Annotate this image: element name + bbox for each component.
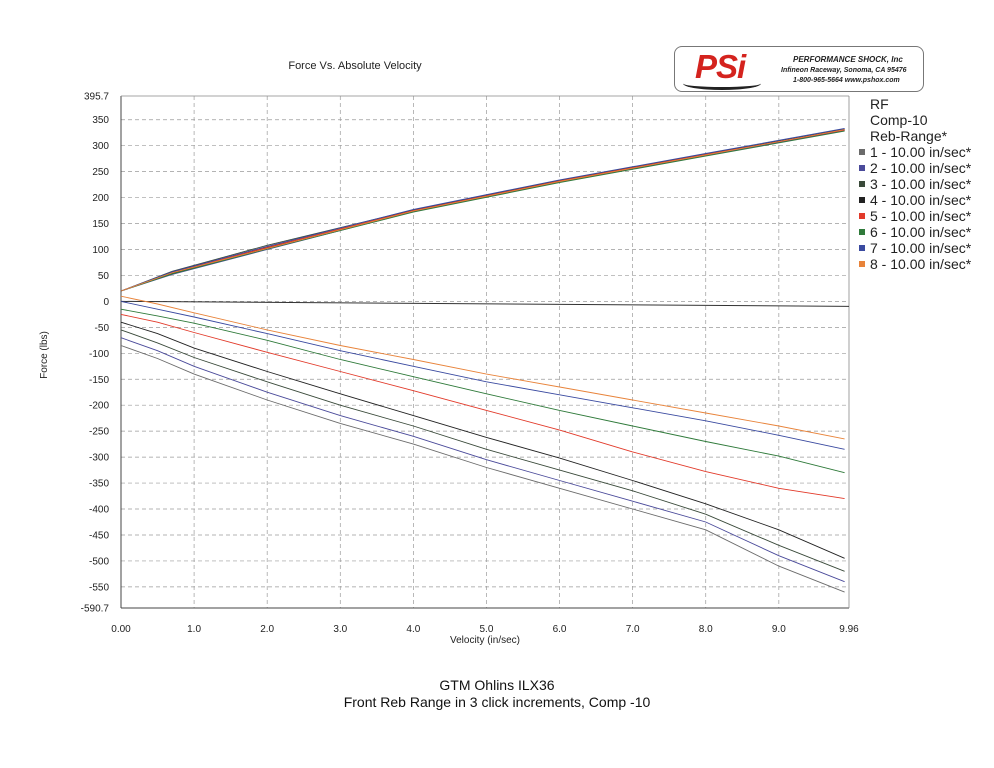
series-1-compression-line xyxy=(120,129,845,292)
x-tick-label: 0.00 xyxy=(111,624,131,635)
y-tick-label: 150 xyxy=(92,219,109,230)
y-tick-label: 300 xyxy=(92,141,109,152)
y-tick-label: -50 xyxy=(95,323,110,334)
legend-swatch xyxy=(859,181,865,187)
y-tick-label: 350 xyxy=(92,115,109,126)
legend-label: 8 - 10.00 in/sec* xyxy=(870,256,972,272)
y-axis-label: Force (lbs) xyxy=(39,331,50,379)
y-tick-label: 250 xyxy=(92,167,109,178)
logo-company-name: PERFORMANCE SHOCK, Inc xyxy=(793,55,903,64)
y-tick-label: 200 xyxy=(92,193,109,204)
series-5-compression-line xyxy=(120,129,845,292)
legend-label: 1 - 10.00 in/sec* xyxy=(870,144,972,160)
y-tick-label: -300 xyxy=(89,453,109,464)
axes: 395.7 350 300 250 200 150 100 50 0 -50 -100 -150 -20… xyxy=(81,92,860,636)
y-tick-label: -500 xyxy=(89,556,109,567)
legend-swatch xyxy=(859,149,865,155)
legend-swatch xyxy=(859,229,865,235)
x-tick-label: 8.0 xyxy=(699,624,713,635)
y-tick-label: -590.7 xyxy=(81,604,110,615)
x-tick-label: 5.0 xyxy=(480,624,494,635)
x-tick-label: 7.0 xyxy=(626,624,640,635)
y-tick-label: -400 xyxy=(89,505,109,516)
legend-item: 5 - 10.00 in/sec* xyxy=(858,208,990,224)
legend-label: 6 - 10.00 in/sec* xyxy=(870,224,972,240)
legend-title-line: Reb-Range* xyxy=(870,128,948,144)
logo-contact: 1-800-965-5664 www.pshox.com xyxy=(793,77,900,84)
x-axis-label: Velocity (in/sec) xyxy=(450,635,520,646)
series-6-compression-line xyxy=(120,130,845,292)
legend-item: 4 - 10.00 in/sec* xyxy=(858,192,990,208)
chart-title: Force Vs. Absolute Velocity xyxy=(288,60,422,72)
legend-title-line: Comp-10 xyxy=(870,112,928,128)
grid xyxy=(121,96,849,608)
chart-legend: RF Comp-10 Reb-Range* 1 - 10.00 in/sec* 2… xyxy=(858,96,990,272)
y-tick-label: -100 xyxy=(89,349,109,360)
series-1-rebound-line xyxy=(120,345,845,593)
series-4-compression-line xyxy=(120,128,845,292)
series-5-rebound-line xyxy=(120,313,845,500)
legend-item: 8 - 10.00 in/sec* xyxy=(858,256,990,272)
series-8-rebound-line xyxy=(120,295,845,440)
series-lines xyxy=(120,128,845,593)
series-4-rebound-line xyxy=(120,321,845,559)
x-tick-label: 3.0 xyxy=(333,624,347,635)
y-tick-label: 0 xyxy=(103,297,109,308)
x-tick-label: 2.0 xyxy=(260,624,274,635)
y-tick-label: 395.7 xyxy=(84,92,109,103)
legend-label: 5 - 10.00 in/sec* xyxy=(870,208,972,224)
y-tick-label: 50 xyxy=(98,271,110,282)
legend-item: 6 - 10.00 in/sec* xyxy=(858,224,990,240)
series-7-rebound-line xyxy=(120,300,845,450)
legend-label: 7 - 10.00 in/sec* xyxy=(870,240,972,256)
series-7-compression-line xyxy=(120,128,845,292)
legend-item: 7 - 10.00 in/sec* xyxy=(858,240,990,256)
y-tick-label: -550 xyxy=(89,582,109,593)
series-3-compression-line xyxy=(120,129,845,292)
legend-swatch xyxy=(859,165,865,171)
legend-swatch xyxy=(859,245,865,251)
chart-footer-subtitle: Front Reb Range in 3 click increments, C… xyxy=(343,694,651,710)
company-logo: PSi PERFORMANCE SHOCK, Inc Infineon Race… xyxy=(674,46,924,92)
series-8-compression-line xyxy=(120,129,845,292)
legend-label: 3 - 10.00 in/sec* xyxy=(870,176,972,192)
y-tick-label: -450 xyxy=(89,530,109,541)
logo-address: Infineon Raceway, Sonoma, CA 95476 xyxy=(781,67,907,74)
y-tick-label: -200 xyxy=(89,401,109,412)
legend-title-line: RF xyxy=(870,96,889,112)
legend-swatch xyxy=(859,213,865,219)
legend-item: 3 - 10.00 in/sec* xyxy=(858,176,990,192)
x-tick-label: 9.96 xyxy=(839,624,859,635)
legend-item: 2 - 10.00 in/sec* xyxy=(858,160,990,176)
x-tick-label: 1.0 xyxy=(187,624,201,635)
legend-item: 1 - 10.00 in/sec* xyxy=(858,144,990,160)
series-6-rebound-line xyxy=(120,308,845,474)
series-2-rebound-line xyxy=(120,337,845,583)
x-tick-label: 9.0 xyxy=(772,624,786,635)
series-3-rebound-line xyxy=(120,329,845,572)
y-tick-label: 100 xyxy=(92,245,109,256)
series-2-compression-line xyxy=(120,130,845,292)
x-tick-label: 6.0 xyxy=(553,624,567,635)
y-tick-label: -250 xyxy=(89,427,109,438)
legend-swatch xyxy=(859,261,865,267)
y-tick-label: -350 xyxy=(89,479,109,490)
legend-label: 2 - 10.00 in/sec* xyxy=(870,160,972,176)
y-tick-label: -150 xyxy=(89,375,109,386)
legend-label: 4 - 10.00 in/sec* xyxy=(870,192,972,208)
zero-line xyxy=(120,300,850,307)
chart-footer-title: GTM Ohlins ILX36 xyxy=(439,677,555,693)
legend-swatch xyxy=(859,197,865,203)
x-tick-label: 4.0 xyxy=(406,624,420,635)
logo-swoosh-icon xyxy=(683,77,761,90)
legend-items: 1 - 10.00 in/sec* 2 - 10.00 in/sec* 3 - 10… xyxy=(858,144,990,272)
